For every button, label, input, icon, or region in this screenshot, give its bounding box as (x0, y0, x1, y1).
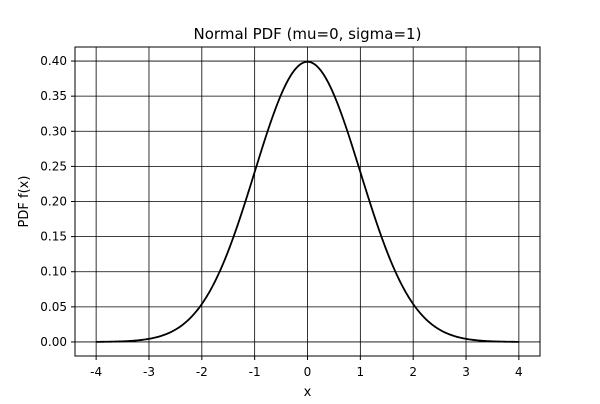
x-tick-label: -4 (90, 365, 102, 379)
y-tick-label: 0.05 (40, 300, 67, 314)
x-tick-label: 1 (357, 365, 365, 379)
y-tick-label: 0.10 (40, 265, 67, 279)
x-axis-label: x (304, 385, 312, 400)
x-tick-label: -2 (196, 365, 208, 379)
x-tick-label: 2 (409, 365, 417, 379)
y-tick-label: 0.00 (40, 335, 67, 349)
grid-layer (75, 47, 540, 356)
y-tick-label: 0.40 (40, 54, 67, 68)
tick-layer: -4 -3 -2 -1 0 1 2 3 4 0.00 0.05 0.10 0.15 0.20 0.25 0.3… (40, 54, 522, 379)
x-tick-label: 4 (515, 365, 523, 379)
x-tick-label: -3 (143, 365, 155, 379)
x-tick-label: 0 (304, 365, 312, 379)
curve-layer (96, 60, 519, 343)
y-axis-label: PDF f(x) (17, 176, 32, 228)
y-tick-label: 0.35 (40, 89, 67, 103)
y-tick-label: 0.20 (40, 195, 67, 209)
chart-title: Normal PDF (mu=0, sigma=1) (194, 25, 422, 43)
pdf-curve (96, 60, 519, 343)
y-tick-label: 0.30 (40, 124, 67, 138)
y-tick-label: 0.25 (40, 159, 67, 173)
x-tick-label: -1 (249, 365, 261, 379)
x-tick-label: 3 (462, 365, 470, 379)
y-tick-label: 0.15 (40, 230, 67, 244)
